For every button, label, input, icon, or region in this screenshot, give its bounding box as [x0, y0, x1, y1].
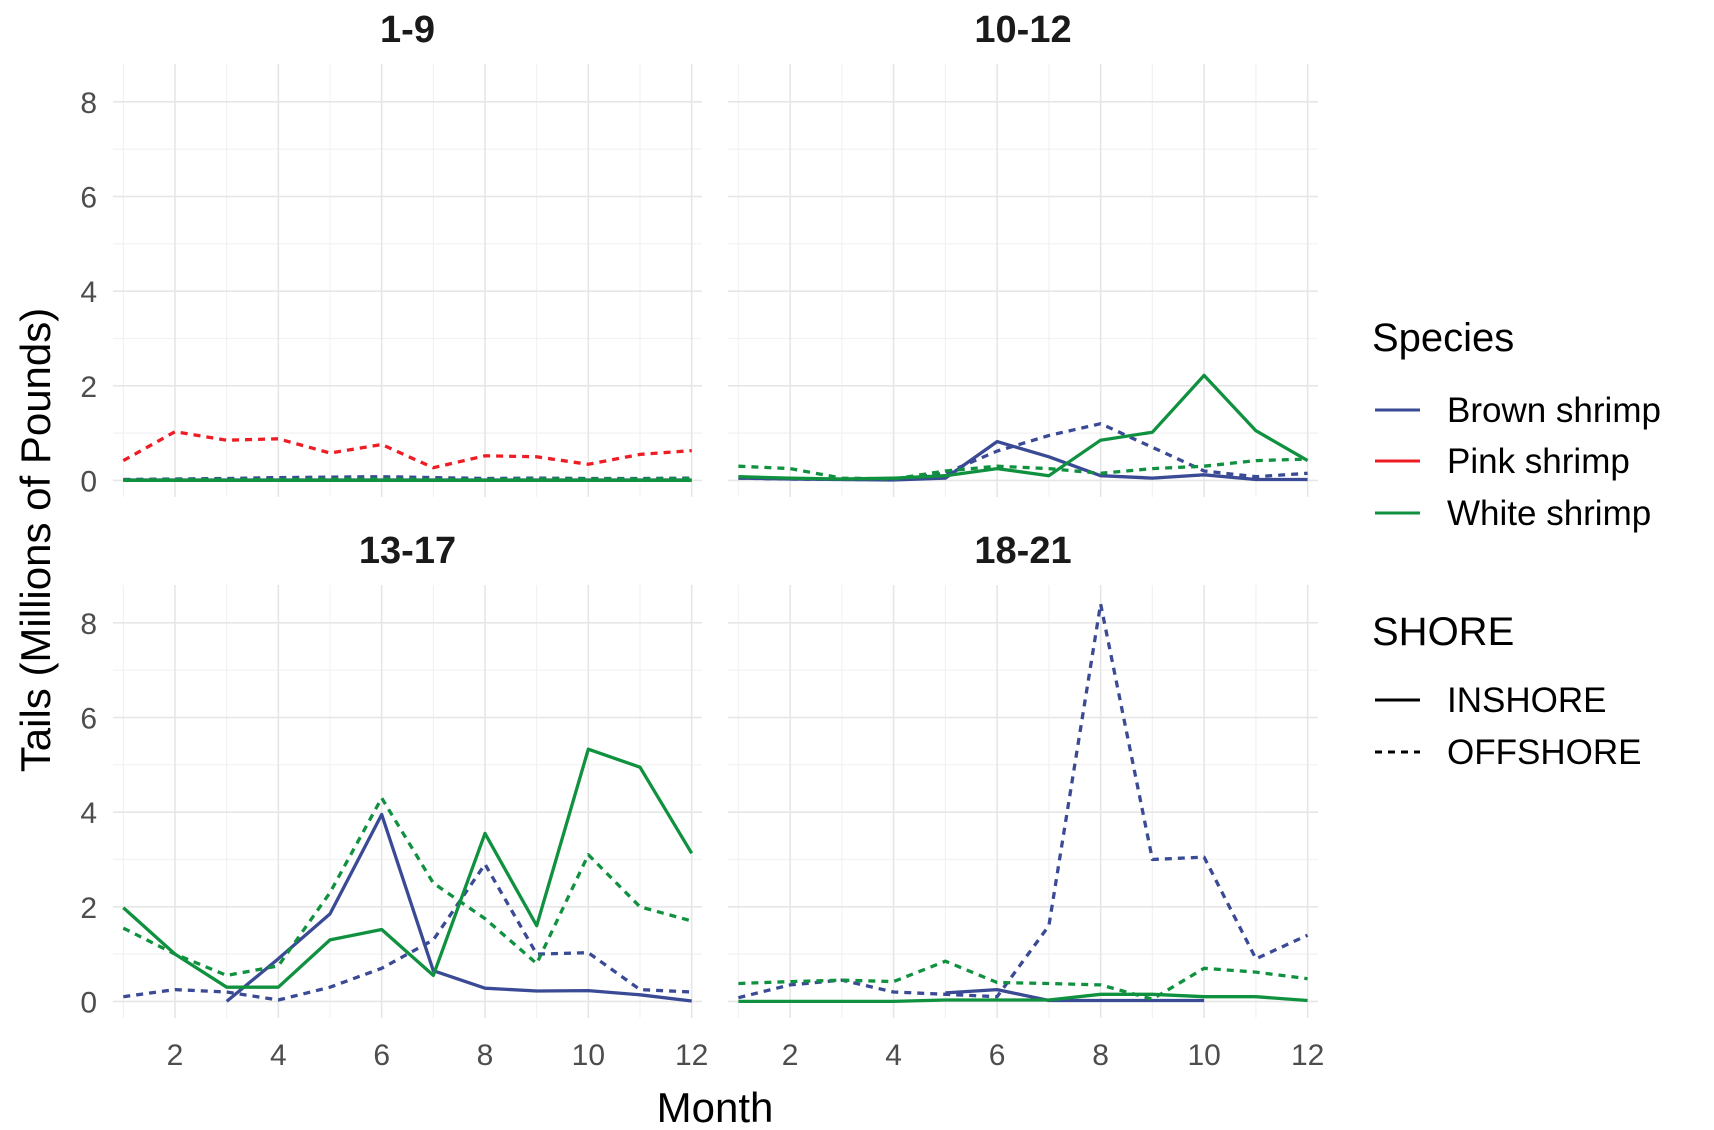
y-axis-title: Tails (Millions of Pounds)	[12, 308, 59, 773]
x-axis-title: Month	[657, 1084, 774, 1130]
series-line-brown-shrimp-offshore	[123, 862, 692, 1002]
y-tick-label: 4	[80, 276, 97, 309]
y-tick-label: 8	[80, 87, 97, 120]
panel-1-9: 1-9 0 2 4 6 8	[80, 9, 702, 498]
panel-title: 13-17	[359, 530, 456, 572]
y-tick-label: 0	[80, 986, 97, 1019]
panel-title: 10-12	[974, 9, 1071, 51]
legend-label-offshore: OFFSHORE	[1447, 733, 1641, 772]
x-tick-label: 2	[167, 1039, 184, 1072]
x-tick-label: 10	[1187, 1039, 1220, 1072]
x-tick-label: 6	[373, 1039, 390, 1072]
legend-label-pink-shrimp: Pink shrimp	[1447, 442, 1630, 481]
x-tick-label: 12	[675, 1039, 708, 1072]
series-line-white-shrimp-inshore	[738, 373, 1309, 481]
panel-10-12: 10-12	[728, 9, 1318, 497]
legend-species-title: Species	[1372, 316, 1514, 360]
x-tick-label: 4	[885, 1039, 902, 1072]
legend-label-white-shrimp: White shrimp	[1447, 494, 1651, 533]
series-line-white-shrimp-inshore	[738, 992, 1308, 1004]
legend-label-brown-shrimp: Brown shrimp	[1447, 391, 1661, 430]
panel-18-21: 18-21 2 4 6 8 10 12	[728, 530, 1324, 1072]
panel-title: 18-21	[974, 530, 1071, 572]
legend: Species Brown shrimp Pink shrimp White s…	[1372, 316, 1661, 772]
x-tick-label: 6	[989, 1039, 1006, 1072]
series-line-white-shrimp-offshore	[738, 959, 1308, 1001]
panel-13-17: 13-17 0 2 4 6 8 2 4 6 8 10 12	[80, 530, 708, 1072]
series-line-brown-shrimp-offshore	[738, 602, 1309, 1000]
y-tick-label: 2	[80, 892, 97, 925]
y-tick-label: 2	[80, 371, 97, 404]
legend-label-inshore: INSHORE	[1447, 681, 1606, 720]
panel-title: 1-9	[380, 9, 435, 51]
x-tick-label: 12	[1291, 1039, 1324, 1072]
x-tick-label: 10	[572, 1039, 605, 1072]
series-line-white-shrimp-inshore	[122, 747, 694, 989]
legend-shore-title: SHORE	[1372, 610, 1514, 654]
series-line-brown-shrimp-inshore	[945, 987, 1205, 1003]
series-line-brown-shrimp-inshore	[738, 439, 1308, 482]
y-tick-label: 8	[80, 608, 97, 641]
x-tick-label: 8	[477, 1039, 494, 1072]
x-tick-label: 8	[1092, 1039, 1109, 1072]
series-line-pink-shrimp-offshore	[122, 430, 692, 470]
y-tick-label: 4	[80, 797, 97, 830]
x-tick-label: 4	[270, 1039, 287, 1072]
y-tick-label: 6	[80, 703, 97, 736]
series-line-brown-shrimp-inshore	[225, 812, 692, 1003]
series-line-white-shrimp-offshore	[123, 476, 692, 482]
series-line-white-shrimp-offshore	[738, 457, 1308, 481]
y-tick-label: 6	[80, 182, 97, 215]
x-tick-label: 2	[782, 1039, 799, 1072]
y-tick-label: 0	[80, 465, 97, 498]
series-line-white-shrimp-offshore	[122, 796, 693, 978]
